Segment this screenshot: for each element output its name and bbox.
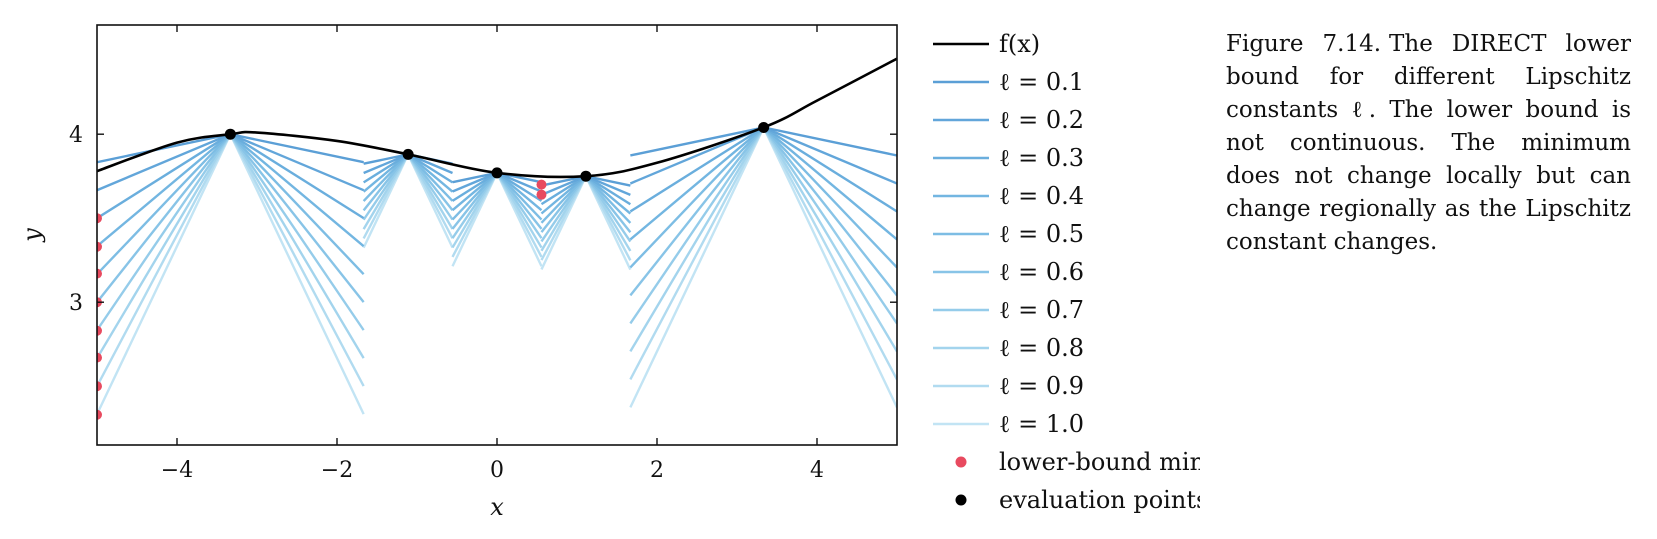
legend-label: lower-bound minima: [999, 448, 1200, 476]
legend-label: ℓ = 0.5: [999, 220, 1084, 248]
lower-bound-line: [97, 131, 365, 415]
y-axis-label: y: [18, 228, 46, 243]
legend-label: evaluation points: [999, 486, 1200, 514]
evaluation-point: [491, 167, 503, 179]
plot-frame: [96, 24, 898, 446]
x-tick-label: 2: [650, 458, 664, 483]
lower-bound-line: [629, 125, 897, 241]
evaluation-point: [758, 121, 770, 133]
lower-bound-minimum-point: [536, 189, 547, 200]
lower-bound-minimum-point: [536, 179, 547, 190]
lower-bound-minimum-point: [97, 213, 102, 224]
lower-bound-minimum-point: [97, 352, 102, 363]
legend-label: ℓ = 0.4: [999, 182, 1084, 210]
chart: −4 −2 0 2 4 3 4 x y f(x) ℓ = 0.1 ℓ = 0.2 ℓ = 0.3 ℓ…: [18, 24, 1200, 521]
lower-bound-line: [629, 124, 897, 409]
lower-bound-line: [97, 132, 365, 248]
x-axis-label: x: [490, 493, 504, 521]
y-tick-label: 3: [69, 291, 83, 316]
figure-number: Figure 7.14.: [1226, 31, 1382, 57]
plot-area: [97, 57, 897, 420]
evaluation-point: [224, 128, 236, 140]
lower-bound-line: [97, 131, 365, 387]
legend-label: f(x): [999, 30, 1040, 58]
figure-caption: Figure 7.14. The DIRECT lower bound for d…: [1226, 28, 1631, 259]
lower-bound-line: [629, 125, 897, 353]
lower-bound-minimum-point: [97, 241, 102, 252]
lower-bound-line: [629, 124, 897, 381]
lower-bound-line: [97, 131, 365, 359]
legend: f(x) ℓ = 0.1 ℓ = 0.2 ℓ = 0.3 ℓ = 0.4 ℓ = 0.5 ℓ…: [933, 30, 1200, 514]
axes: −4 −2 0 2 4 3 4: [69, 25, 897, 483]
legend-label: ℓ = 0.7: [999, 296, 1084, 324]
lower-bound-line: [629, 125, 897, 297]
lower-bound-line: [629, 126, 897, 213]
evaluation-point: [402, 148, 414, 160]
legend-label: ℓ = 0.8: [999, 334, 1084, 362]
legend-label: ℓ = 1.0: [999, 410, 1084, 438]
lower-bound-line: [97, 132, 365, 303]
caption-text: The DIRECT lower bound for different Lip…: [1226, 31, 1631, 255]
legend-label: ℓ = 0.3: [999, 144, 1084, 172]
lower-bound-minimum-point: [97, 409, 102, 420]
lower-bound-minimum-point: [97, 325, 102, 336]
x-tick-label: −2: [321, 458, 353, 483]
x-tick-label: 0: [490, 458, 504, 483]
lower-bound-line: [97, 132, 365, 192]
legend-label: ℓ = 0.6: [999, 258, 1084, 286]
y-tick-label: 4: [69, 123, 83, 148]
legend-label: ℓ = 0.9: [999, 372, 1084, 400]
evaluation-point: [580, 170, 592, 182]
legend-marker-swatch: [955, 456, 967, 468]
legend-label: ℓ = 0.2: [999, 106, 1084, 134]
x-tick-label: 4: [810, 458, 824, 483]
legend-label: ℓ = 0.1: [999, 68, 1084, 96]
x-tick-label: −4: [161, 458, 193, 483]
lower-bound-line: [629, 126, 897, 185]
lower-bound-minimum-point: [97, 268, 102, 279]
legend-marker-swatch: [955, 494, 967, 506]
lower-bound-line: [97, 132, 365, 220]
lower-bound-minimum-point: [97, 381, 102, 392]
